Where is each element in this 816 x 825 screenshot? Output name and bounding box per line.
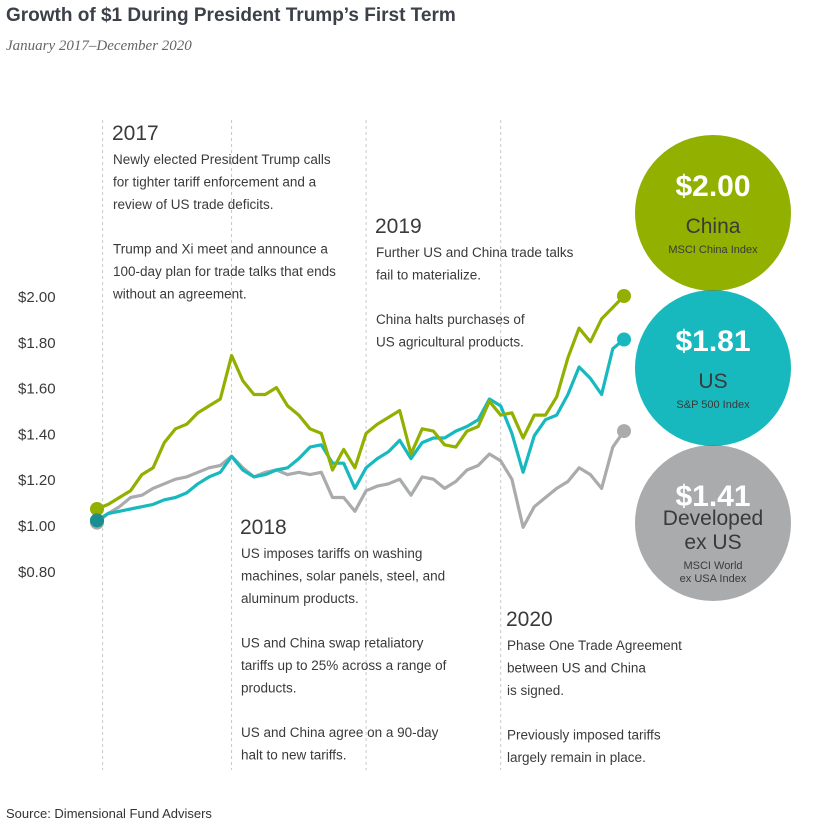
annotation-2020: 2020 Phase One Trade Agreement between US … <box>506 608 682 765</box>
bubble-circle <box>635 290 791 446</box>
annotation-line: Phase One Trade Agreement <box>507 638 682 653</box>
annotation-2019: 2019 Further US and China trade talks fail… <box>375 215 574 350</box>
annotation-line: fail to materialize. <box>376 268 481 283</box>
bubble-label-china: $2.00 China MSCI China Index <box>668 170 758 256</box>
end-dot-china <box>617 289 631 303</box>
annotation-line: US imposes tariffs on washing <box>241 546 422 561</box>
y-tick-label: $1.20 <box>18 472 56 489</box>
annotation-line: Previously imposed tariffs <box>507 728 661 743</box>
y-tick-label: $1.60 <box>18 381 56 398</box>
bubble-name: Developed <box>663 507 763 530</box>
annotation-line: Trump and Xi meet and announce a <box>113 242 328 257</box>
bubble-developed <box>635 445 791 601</box>
y-tick-label: $0.80 <box>18 564 56 581</box>
chart-title: Growth of $1 During President Trump’s Fi… <box>6 5 456 26</box>
annotation-line: US agricultural products. <box>376 335 524 350</box>
annotation-line: 100-day plan for trade talks that ends <box>113 264 336 279</box>
bubble-index: ex USA Index <box>680 573 747 585</box>
end-dot-developed <box>617 424 631 439</box>
bubble-name: US <box>698 370 727 393</box>
y-tick-label: $1.00 <box>18 518 56 535</box>
end-dot-us <box>617 332 631 347</box>
annotation-line: US and China swap retaliatory <box>241 636 424 651</box>
annotation-2017: 2017 Newly elected President Trump calls f… <box>112 122 336 302</box>
annotation-year: 2018 <box>240 516 287 539</box>
annotation-line: review of US trade deficits. <box>113 197 274 212</box>
start-dot-overlap <box>90 513 104 528</box>
annotation-line: Further US and China trade talks <box>376 245 574 260</box>
bubble-value: $1.81 <box>675 325 750 358</box>
bubble-index: MSCI China Index <box>668 244 758 256</box>
y-tick-label: $2.00 <box>18 289 56 306</box>
bubble-circle <box>635 135 791 291</box>
bubble-index: MSCI World <box>683 560 742 572</box>
annotation-line: products. <box>241 681 297 696</box>
annotation-line: halt to new tariffs. <box>241 748 347 763</box>
annotation-line: without an agreement. <box>112 287 247 302</box>
bubble-circle <box>635 445 791 601</box>
annotation-line: China halts purchases of <box>376 312 525 327</box>
start-dot-china <box>90 501 104 516</box>
annotation-line: Newly elected President Trump calls <box>113 152 331 167</box>
annotation-line: is signed. <box>507 683 564 698</box>
bubble-value: $2.00 <box>675 170 750 203</box>
annotation-line: tariffs up to 25% across a range of <box>241 658 447 673</box>
bubble-overlap <box>704 445 722 446</box>
bubble-label-us: $1.81 US S&P 500 Index <box>675 325 750 411</box>
bubble-name: ex US <box>684 531 741 554</box>
series-line-us <box>95 337 626 523</box>
annotation-line: US and China agree on a 90-day <box>241 725 439 740</box>
annotation-line: largely remain in place. <box>507 750 646 765</box>
source-note: Source: Dimensional Fund Advisers <box>6 806 212 821</box>
y-tick-label: $1.80 <box>18 335 56 352</box>
annotation-year: 2020 <box>506 608 553 631</box>
y-tick-label: $1.40 <box>18 426 56 443</box>
bubble-overlap <box>704 290 722 291</box>
bubble-index: S&P 500 Index <box>676 399 750 411</box>
annotation-year: 2017 <box>112 122 159 145</box>
series-line-china <box>95 294 626 511</box>
annotation-line: machines, solar panels, steel, and <box>241 569 445 584</box>
bubble-name: China <box>686 215 741 238</box>
annotation-line: aluminum products. <box>241 591 359 606</box>
annotation-2018: 2018 US imposes tariffs on washing machine… <box>240 516 447 763</box>
annotation-year: 2019 <box>375 215 422 238</box>
bubble-china <box>635 135 791 291</box>
bubble-value: $1.41 <box>675 480 750 513</box>
series-line-developed <box>95 429 626 529</box>
annotation-line: between US and China <box>507 661 646 676</box>
bubble-us <box>635 290 791 446</box>
chart-subtitle: January 2017–December 2020 <box>6 38 192 54</box>
annotation-line: for tighter tariff enforcement and a <box>113 175 317 190</box>
